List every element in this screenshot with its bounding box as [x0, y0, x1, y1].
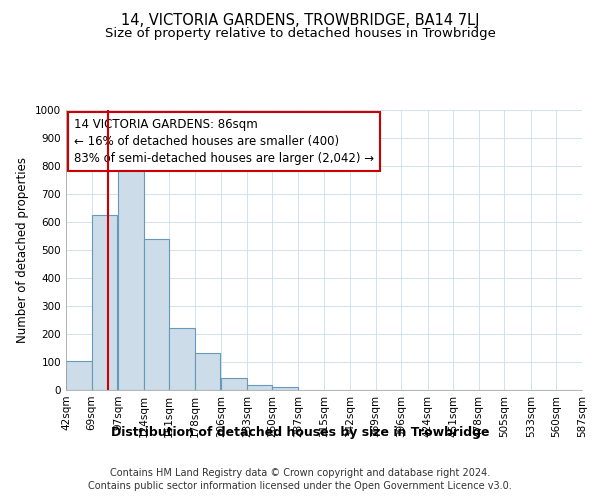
Bar [66, 361, 92, 390]
Bar [92, 215, 117, 390]
Bar [143, 239, 169, 390]
Bar [221, 378, 247, 390]
Text: Distribution of detached houses by size in Trowbridge: Distribution of detached houses by size … [111, 426, 489, 439]
Text: Contains public sector information licensed under the Open Government Licence v3: Contains public sector information licen… [88, 481, 512, 491]
Bar [247, 385, 272, 390]
Text: 14, VICTORIA GARDENS, TROWBRIDGE, BA14 7LJ: 14, VICTORIA GARDENS, TROWBRIDGE, BA14 7… [121, 12, 479, 28]
Bar [169, 328, 195, 390]
Bar [118, 170, 143, 390]
Text: Contains HM Land Registry data © Crown copyright and database right 2024.: Contains HM Land Registry data © Crown c… [110, 468, 490, 477]
Text: Size of property relative to detached houses in Trowbridge: Size of property relative to detached ho… [104, 28, 496, 40]
Bar [195, 353, 220, 390]
Bar [272, 387, 298, 390]
Text: 14 VICTORIA GARDENS: 86sqm
← 16% of detached houses are smaller (400)
83% of sem: 14 VICTORIA GARDENS: 86sqm ← 16% of deta… [74, 118, 374, 166]
Y-axis label: Number of detached properties: Number of detached properties [16, 157, 29, 343]
